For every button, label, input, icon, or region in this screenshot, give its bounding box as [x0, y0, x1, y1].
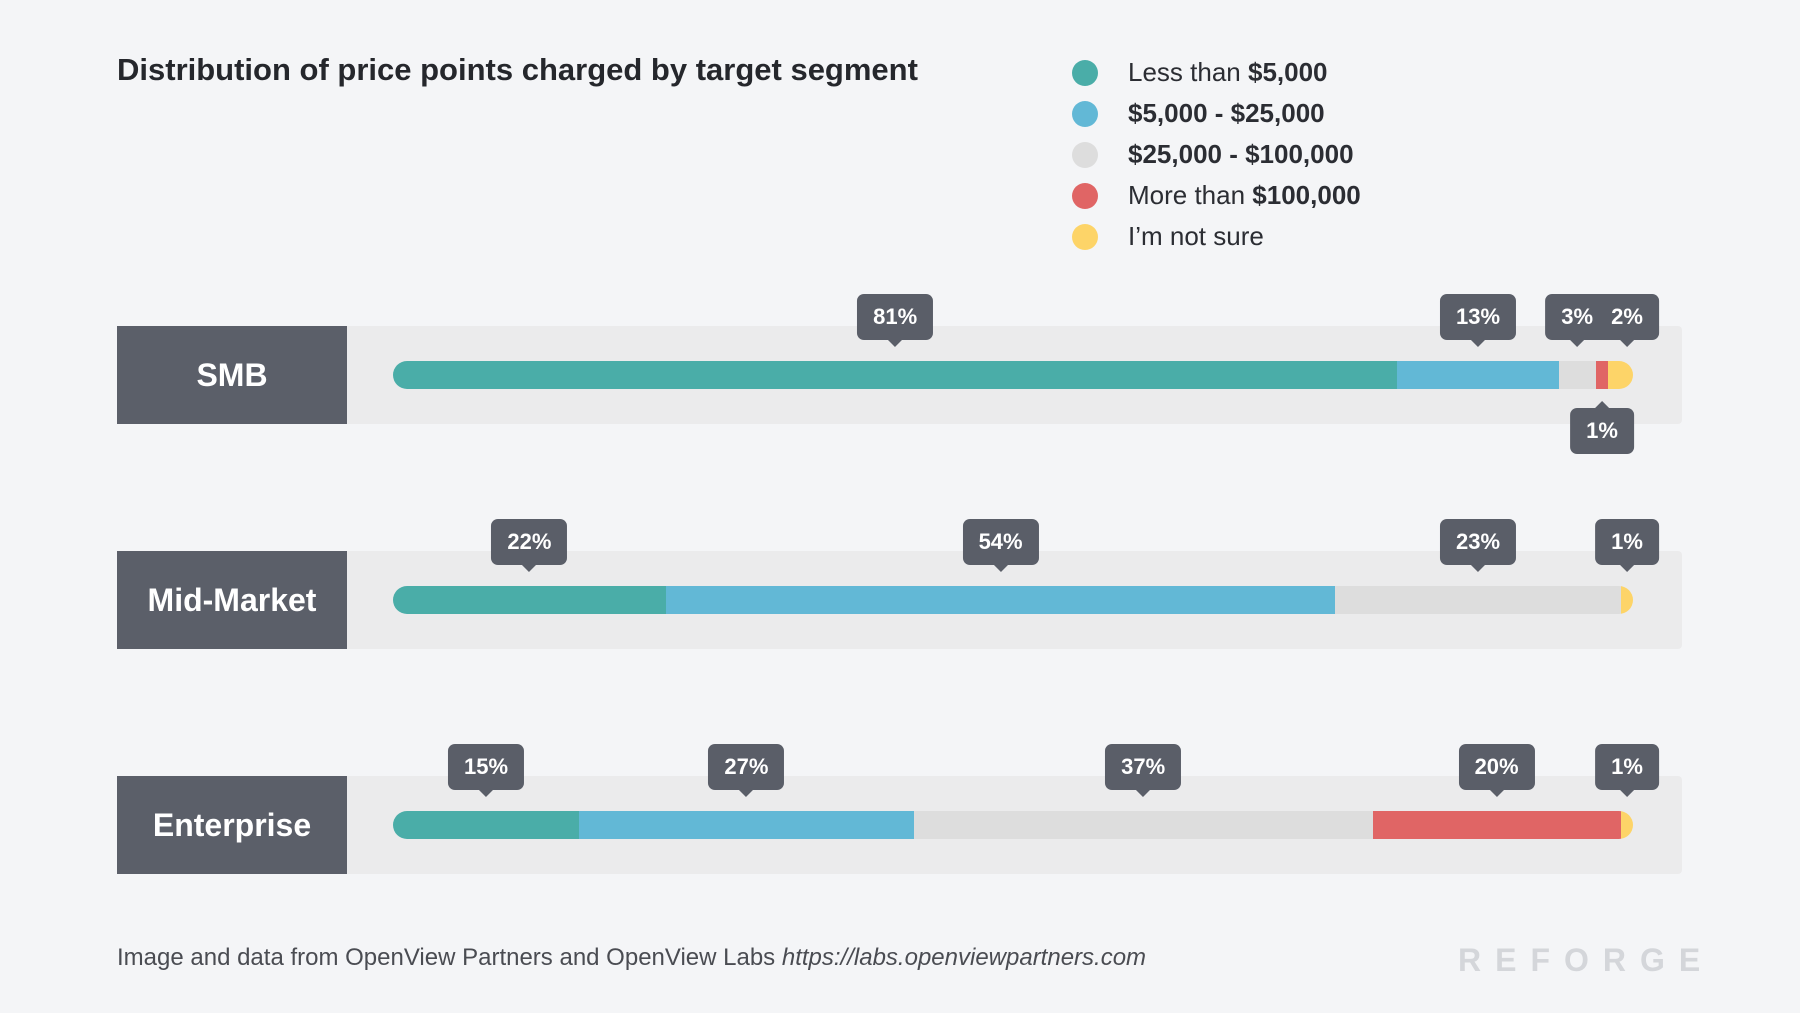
footer-credit: Image and data from OpenView Partners an…	[117, 944, 1146, 972]
data-label: 27%	[708, 744, 785, 797]
chart-title: Distribution of price points charged by …	[117, 52, 918, 87]
legend-dot-icon	[1072, 182, 1098, 209]
data-label: 22%	[491, 519, 568, 572]
legend-label: $5,000 - $25,000	[1128, 98, 1325, 129]
legend-item: I’m not sure	[1072, 216, 1361, 257]
legend-label-bold: $25,000 - $100,000	[1128, 139, 1354, 169]
legend-item: $5,000 - $25,000	[1072, 93, 1361, 134]
data-label: 37%	[1105, 744, 1182, 797]
legend-dot-icon	[1072, 223, 1098, 250]
bar-segment	[1608, 361, 1633, 389]
bar-segment	[393, 586, 666, 614]
legend-label-bold: $100,000	[1252, 180, 1361, 210]
bar-segment	[393, 811, 579, 839]
data-label: 13%	[1439, 294, 1517, 347]
segment-row: Mid-Market 22% 54% 23% 1%	[117, 519, 1682, 649]
bar-segment	[1595, 361, 1609, 389]
category-label: Mid-Market	[117, 551, 347, 649]
legend-label: $25,000 - $100,000	[1128, 139, 1354, 170]
data-label: 2%	[1595, 294, 1659, 347]
legend-item: Less than $5,000	[1072, 52, 1361, 93]
stacked-bar	[393, 811, 1633, 839]
data-label: 1%	[1595, 744, 1659, 797]
stacked-bar	[393, 361, 1633, 389]
legend-label-plain: More than	[1128, 180, 1253, 210]
footer-text: Image and data from OpenView Partners an…	[117, 944, 782, 971]
bar-segment	[665, 586, 1336, 614]
bar-segment	[1620, 586, 1633, 614]
bar-segment	[1397, 361, 1559, 389]
legend-dot-icon	[1072, 59, 1098, 86]
legend-dot-icon	[1072, 100, 1098, 127]
data-label: 81%	[857, 294, 934, 347]
segment-row: SMB 81% 13% 3% 1% 2%	[117, 294, 1682, 454]
legend-label-bold: $5,000 - $25,000	[1128, 98, 1325, 128]
data-label: 23%	[1439, 519, 1517, 572]
bar-segment	[579, 811, 914, 839]
bar-segment	[913, 811, 1373, 839]
data-label: 1%	[1595, 519, 1659, 572]
category-label: Enterprise	[117, 776, 347, 874]
segment-row: Enterprise 15% 27% 37% 20% 1%	[117, 744, 1682, 874]
legend-item: More than $100,000	[1072, 175, 1361, 216]
footer-url[interactable]: https://labs.openviewpartners.com	[781, 944, 1147, 971]
reforge-logo: REFORGE	[1458, 942, 1715, 978]
legend-label: I’m not sure	[1128, 221, 1264, 252]
legend-label-bold: $5,000	[1247, 57, 1328, 87]
stacked-bar	[393, 586, 1633, 614]
legend-label: Less than $5,000	[1128, 57, 1328, 88]
bar-segment	[393, 361, 1398, 389]
data-label: 20%	[1458, 744, 1535, 797]
bar-segment	[1620, 811, 1633, 839]
bar-segment	[1372, 811, 1621, 839]
data-label: 1%	[1570, 401, 1634, 454]
data-label: 54%	[962, 519, 1039, 572]
data-label: 15%	[447, 744, 525, 797]
category-label: SMB	[117, 326, 347, 424]
legend-label: More than $100,000	[1128, 180, 1361, 211]
legend-dot-icon	[1072, 141, 1098, 168]
legend: Less than $5,000 $5,000 - $25,000 $25,000 …	[1072, 52, 1361, 257]
bar-segment	[1558, 361, 1596, 389]
bar-segment	[1335, 586, 1621, 614]
legend-label-plain: I’m not sure	[1128, 221, 1264, 251]
legend-label-plain: Less than	[1128, 57, 1248, 87]
legend-item: $25,000 - $100,000	[1072, 134, 1361, 175]
